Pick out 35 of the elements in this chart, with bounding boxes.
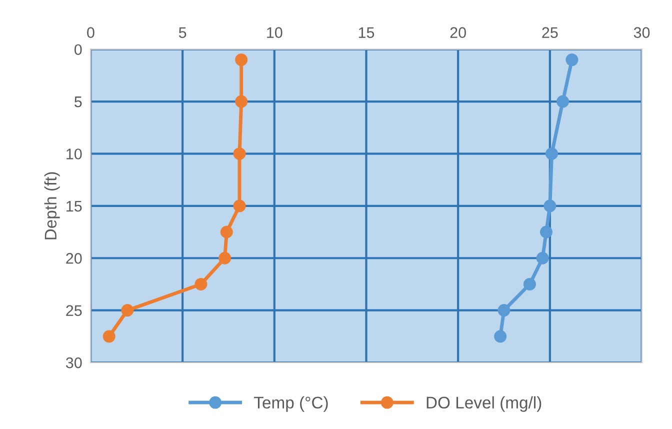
y-axis-title: Depth (ft) [44, 172, 60, 240]
point [544, 200, 556, 212]
legend-label: DO Level (mg/l) [426, 396, 542, 412]
point [536, 252, 549, 264]
point [235, 54, 248, 66]
point [233, 147, 246, 160]
point [523, 278, 536, 290]
point [498, 304, 510, 317]
point [220, 226, 233, 238]
y-tick-label: 5 [74, 96, 82, 108]
point [546, 147, 558, 160]
x-tick-label: 20 [450, 27, 466, 38]
y-tick-label: 20 [66, 252, 82, 264]
x-tick-label: 30 [634, 27, 650, 38]
y-tick-label: 0 [74, 44, 82, 56]
point [235, 95, 248, 108]
point [218, 252, 232, 264]
x-tick-label: 25 [542, 27, 558, 38]
point [540, 226, 552, 238]
y-tick-label: 10 [66, 148, 82, 160]
x-tick-label: 5 [178, 27, 186, 38]
y-tick-label: 15 [66, 200, 82, 212]
x-tick-label: 10 [267, 27, 282, 38]
point [121, 304, 134, 317]
y-tick-label: 25 [66, 305, 82, 316]
x-tick-label: 0 [87, 27, 94, 38]
point [494, 330, 507, 343]
point [556, 95, 570, 108]
point [566, 54, 578, 66]
y-tick-label: 30 [66, 357, 82, 368]
point [102, 330, 116, 343]
point [194, 278, 208, 290]
point [233, 200, 246, 212]
x-tick-label: 15 [358, 27, 374, 38]
legend-label: Temp (°C) [254, 396, 328, 412]
